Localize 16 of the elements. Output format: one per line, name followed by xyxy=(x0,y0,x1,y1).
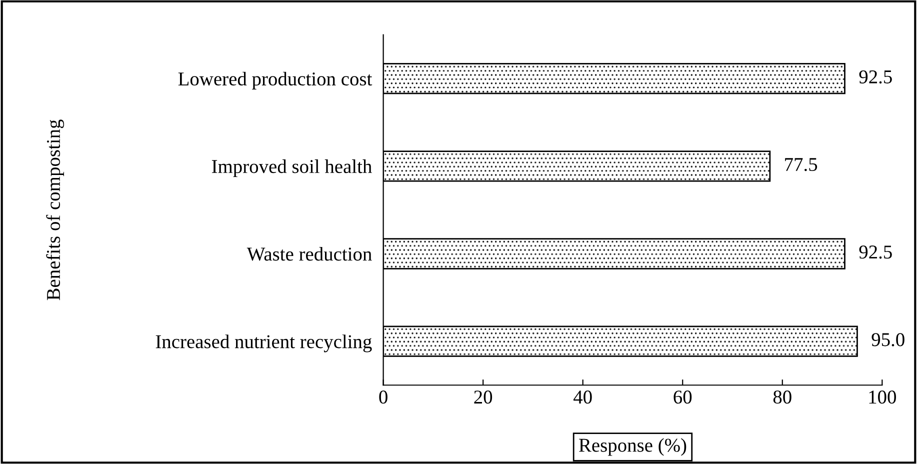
data-label: 77.5 xyxy=(785,158,818,172)
x-tick-label: 80 xyxy=(773,390,792,404)
y-tick-label: Improved soil health xyxy=(212,159,372,178)
x-tick-label: 60 xyxy=(674,390,692,404)
data-label: 92.5 xyxy=(859,246,892,259)
data-label: 95.0 xyxy=(872,333,904,346)
x-tick-label: 0 xyxy=(379,390,388,404)
x-tick-label: 40 xyxy=(574,390,592,404)
y-axis-title: Benefits of composting xyxy=(46,120,64,300)
x-tick-label: 20 xyxy=(474,390,492,404)
y-tick-label: Increased nutrient recycling xyxy=(156,334,372,352)
y-tick-label: Lowered production cost xyxy=(178,72,372,90)
data-label: 92.5 xyxy=(859,70,892,84)
x-axis-title: Response (%) xyxy=(579,438,686,456)
y-tick-label: Waste reduction xyxy=(246,247,372,261)
x-tick-label: 100 xyxy=(869,390,896,404)
